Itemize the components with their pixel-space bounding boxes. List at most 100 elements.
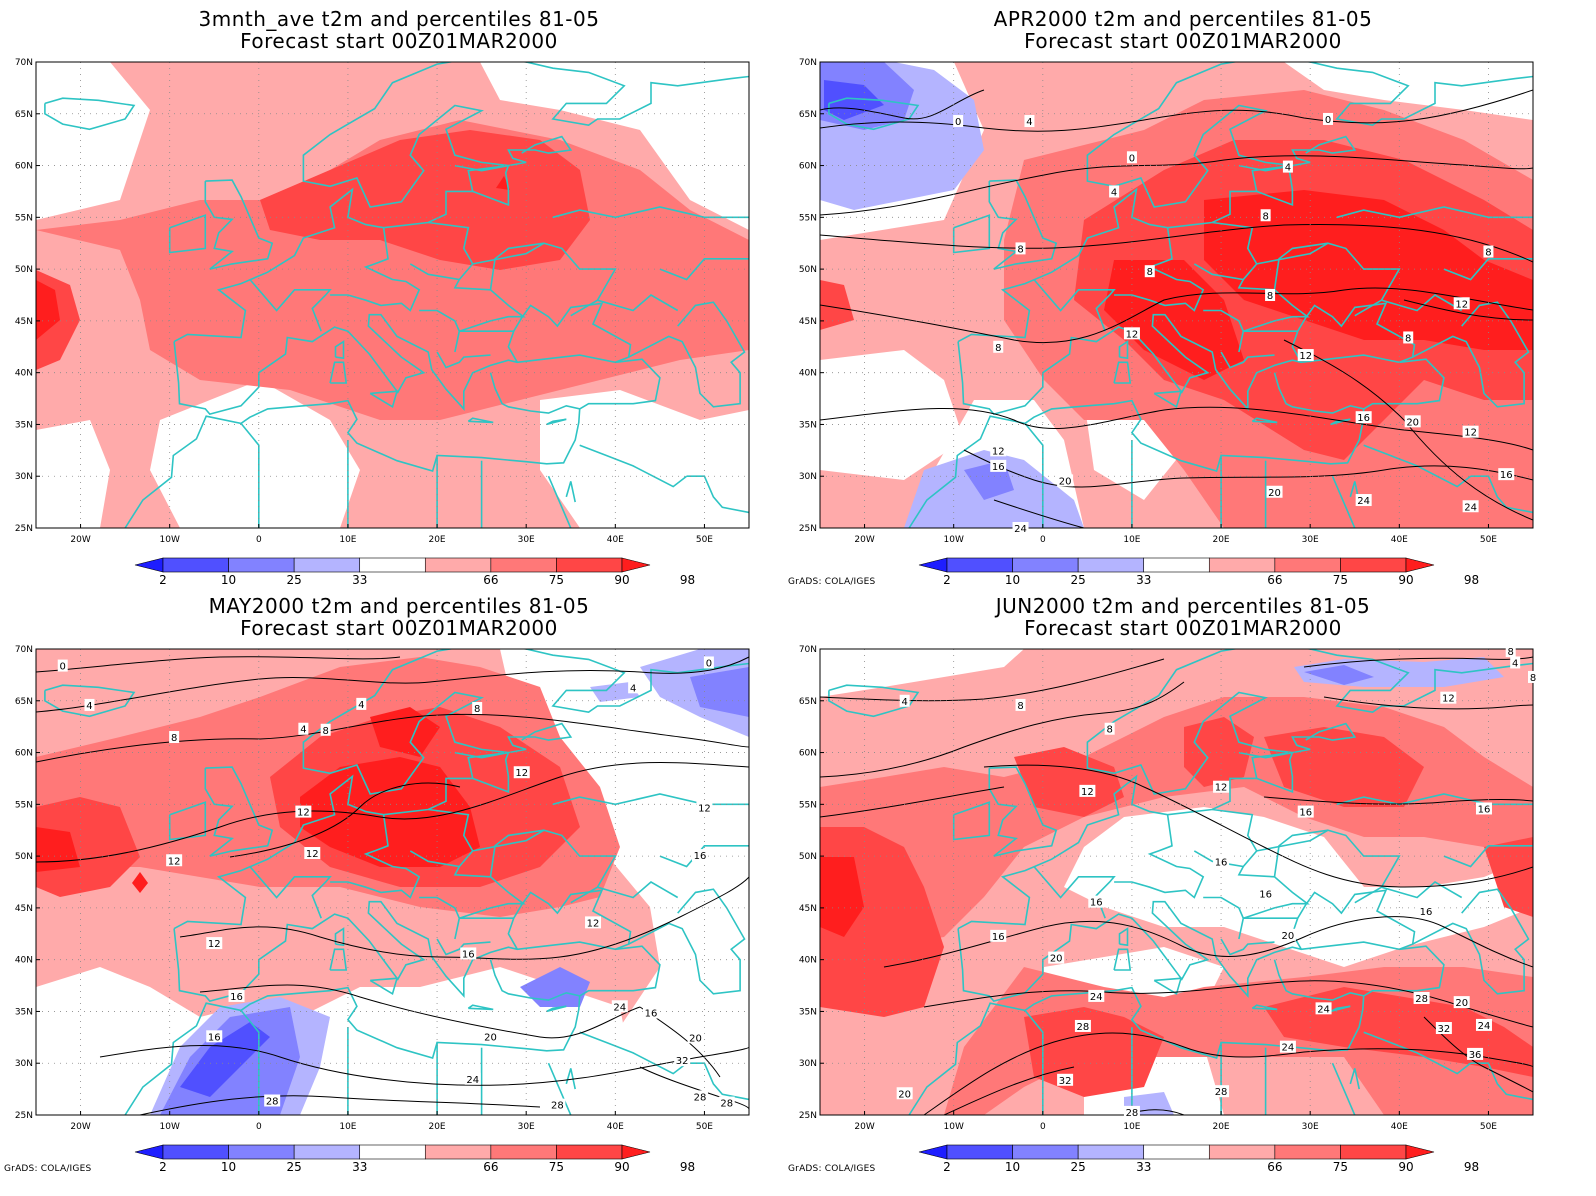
longitude-tick-label: 20E [428, 535, 445, 545]
contour-label: 28 [551, 1101, 564, 1112]
contour-label: 36 [1469, 1050, 1482, 1061]
contour-label: 16 [1215, 857, 1228, 868]
longitude-tick-label: 10E [1123, 1122, 1140, 1132]
coastline-segment [1251, 417, 1278, 424]
grads-credit: GrADS: COLA/IGES [788, 577, 876, 587]
longitude-tick-label: 0 [1040, 1122, 1046, 1132]
contour-label-box [1012, 522, 1029, 534]
colorbar-label: 66 [1267, 573, 1282, 587]
contour-label: 12 [698, 803, 711, 814]
map-frame [819, 61, 1534, 529]
coastline-segment [334, 927, 345, 947]
contour-label-box [472, 702, 483, 715]
contour-label-box [990, 459, 1007, 472]
contour-label: 8 [1106, 725, 1112, 736]
latitude-tick-label: 60N [799, 162, 817, 172]
colorbar-segment [490, 557, 557, 573]
contour-label: 12 [587, 918, 600, 929]
contour-label: 12 [208, 939, 221, 950]
contour-label: 20 [1268, 488, 1281, 499]
latitude-tick-label: 25N [799, 1111, 817, 1121]
contour-label: 0 [1325, 115, 1331, 126]
contour-label-box [1015, 242, 1026, 255]
contour-label: 24 [466, 1075, 479, 1086]
coastline-segment [579, 1031, 688, 1075]
contour-label-box [482, 1030, 499, 1043]
coastline-segment [204, 179, 274, 270]
coastline-segment [1381, 294, 1463, 312]
coastline-segment [467, 1004, 494, 1011]
contour-label-box [549, 1098, 566, 1111]
contour-label-box [1088, 895, 1105, 908]
colorbar-label: 66 [483, 573, 498, 587]
longitude-tick-label: 40E [1391, 1122, 1408, 1132]
coastlines [828, 62, 1533, 528]
contour-label: 32 [1438, 1024, 1451, 1035]
contour-label-box [460, 947, 477, 960]
longitude-tick-label: 10W [160, 1122, 180, 1132]
panel-title: JUN2000 t2m and percentiles 81-05 Foreca… [784, 595, 1582, 639]
contour-label-box [1528, 670, 1538, 683]
longitude-tick-label: 10W [944, 1122, 964, 1132]
coastline-segment [952, 214, 991, 254]
coastline-segment [565, 1068, 576, 1090]
colorbar-label: 98 [680, 573, 695, 587]
contour-label: 16 [208, 1032, 221, 1043]
latitude-tick-label: 55N [15, 213, 33, 223]
contour-label-box [696, 801, 713, 814]
colorbar-label: 90 [1398, 573, 1413, 587]
coastline-segment [1238, 722, 1357, 759]
coastline-segment [1349, 1068, 1360, 1090]
contour-label-box [990, 929, 1007, 942]
coastline-segment [1310, 62, 1533, 127]
contour-label-box [1467, 1047, 1484, 1060]
colorbar-segment [1143, 1144, 1210, 1160]
coastline-segment [957, 889, 1416, 1003]
contour-label: 20 [1050, 954, 1063, 965]
coastline-segment [409, 808, 474, 868]
contour-label-box [1510, 656, 1521, 669]
contour-label-box [1123, 1105, 1140, 1118]
colorbar-segment [1012, 557, 1079, 573]
colorbar-segment [1340, 557, 1407, 573]
contour-labels: 0 4 0 0 4 4 8 8 8 8 8 8 8 12 12 12 12 12 16 16 16 20 20 20 24 24 2… [953, 112, 1515, 535]
contour-label: 0 [706, 658, 712, 669]
axis-labels: 70N 65N 60N 55N 50N 45N 40N 35N 30N 25N 20W 10W 0 10E… [799, 58, 1498, 545]
latitude-tick-label: 70N [15, 58, 33, 68]
colorbar-segment [556, 557, 623, 573]
coastline-segment [597, 881, 679, 899]
latitude-tick-label: 65N [799, 697, 817, 707]
contour-label-box [295, 805, 312, 818]
coastline-segment [1330, 1005, 1351, 1013]
contour-label: 4 [630, 683, 636, 694]
colorbar-arrow-right [621, 1144, 651, 1160]
latitude-tick-label: 25N [15, 1111, 33, 1121]
contour-label-box [687, 1031, 704, 1044]
contour-label: 8 [1147, 267, 1153, 278]
contour-label-box [1057, 474, 1074, 487]
colorbar-label: 25 [1071, 1160, 1086, 1174]
colorbar-label: 75 [549, 1160, 564, 1174]
coastline-segment [472, 752, 510, 794]
latitude-tick-label: 65N [15, 110, 33, 120]
contour-label-box [1279, 1040, 1296, 1053]
contour-label: 0 [955, 117, 961, 128]
latitude-tick-label: 25N [15, 524, 33, 534]
coastline-segment [419, 279, 526, 333]
colorbar-segment [1274, 557, 1341, 573]
contour-label-box [1498, 468, 1515, 481]
contour-label-box [298, 722, 309, 735]
contour-label: 24 [1464, 502, 1477, 513]
contour-label: 16 [1090, 898, 1103, 909]
contour-label-box [166, 854, 183, 867]
map-panel-may: MAY2000 t2m and percentiles 81-05 Foreca… [0, 587, 798, 1185]
contour-label: 16 [1299, 808, 1312, 819]
latitude-tick-label: 50N [799, 265, 817, 275]
contour-label: 20 [1282, 931, 1295, 942]
colorbar-arrow-right [1405, 557, 1435, 573]
colorbar-label: 98 [1464, 1160, 1479, 1174]
contour-label-box [169, 731, 180, 744]
colorbar-label: 2 [943, 573, 951, 587]
contour-label-box [1453, 297, 1470, 310]
contour-label-box [228, 989, 245, 1002]
